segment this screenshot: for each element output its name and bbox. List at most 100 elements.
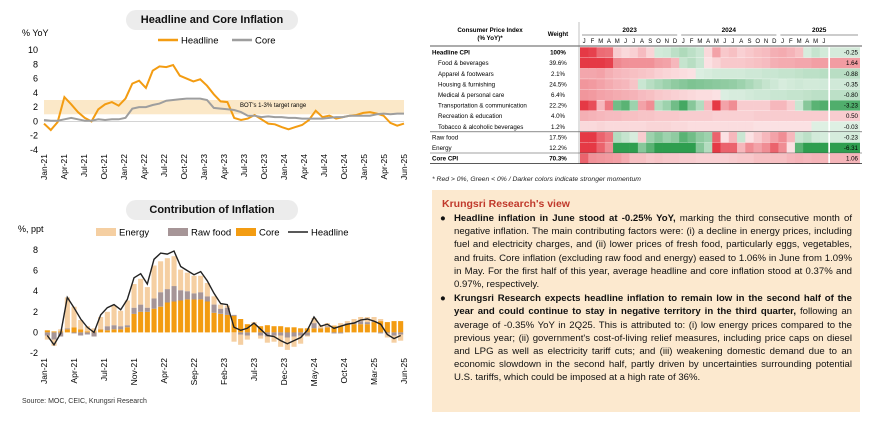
x-tick-label: Feb-23 [219, 358, 229, 385]
latest-cell [830, 47, 860, 58]
heat-cell [580, 121, 589, 132]
latest-cell [830, 68, 860, 79]
heat-cell [737, 89, 746, 100]
bar-core [384, 322, 390, 333]
month-label: M [797, 39, 802, 45]
heat-cell [670, 142, 680, 153]
heat-cell [588, 57, 597, 69]
heat-cell [728, 89, 738, 100]
heat-cell [662, 132, 672, 143]
heat-cell [596, 68, 606, 79]
heat-cell [629, 89, 639, 100]
heat-cell [819, 121, 829, 132]
row-name: Housing & furnishing [438, 81, 496, 88]
bar-core [398, 321, 404, 333]
month-label: A [607, 39, 611, 45]
row-name: Tobacco & alcoholic beverages [438, 124, 523, 131]
heat-cell [811, 68, 821, 79]
bar-raw-food [111, 325, 117, 330]
heat-cell [704, 110, 713, 122]
bar-raw-food [44, 332, 50, 336]
bar-energy [111, 305, 117, 326]
bar-core [291, 327, 297, 333]
view-bullet-2: ● Krungsri Research expects headline inf… [440, 292, 852, 384]
heat-cell [654, 153, 663, 164]
heat-cell [687, 132, 697, 143]
heat-cell [670, 57, 680, 69]
bar-energy [144, 287, 150, 308]
heat-cell [720, 47, 730, 58]
heat-cell [613, 68, 622, 79]
bar-raw-food [144, 307, 150, 312]
heat-cell [704, 121, 713, 132]
latest-value: -6.31 [844, 145, 859, 152]
heat-cell [770, 47, 779, 58]
heat-cell [670, 110, 680, 122]
x-tick-label: Oct-24 [339, 154, 349, 180]
heat-cell [604, 153, 614, 164]
heat-cell [637, 89, 647, 100]
month-label: M [697, 39, 702, 45]
bar-energy [124, 300, 130, 326]
heat-cell [580, 57, 589, 69]
row-name: Core CPI [432, 156, 458, 163]
heat-cell [786, 121, 796, 132]
heat-cell [704, 79, 713, 90]
heat-cell [654, 57, 663, 69]
bar-energy [84, 326, 90, 332]
headline-core-chart: % YoY BOT's 1-3% target range -4 -2 0 2 4 6 8 10 J… [22, 28, 409, 180]
bar-core [378, 321, 384, 333]
heat-cell [704, 57, 713, 69]
heat-cell [819, 110, 829, 122]
table-header-unit: (% YoY)* [477, 35, 503, 42]
heat-cell [629, 121, 639, 132]
month-label: M [615, 39, 620, 45]
heat-cell [770, 121, 779, 132]
heat-cell [695, 110, 705, 122]
heat-cell [679, 47, 688, 58]
heat-cell [753, 47, 763, 58]
heat-cell [654, 100, 663, 111]
heat-cell [621, 79, 630, 90]
heat-cell [679, 121, 688, 132]
heat-cell [613, 121, 622, 132]
heat-cell [621, 142, 630, 153]
heat-cell [819, 89, 829, 100]
y-tick-label: -2 [30, 131, 38, 141]
month-label: J [781, 39, 784, 45]
month-label: F [591, 39, 595, 45]
heat-cell [588, 132, 597, 143]
heat-cell [695, 121, 705, 132]
bar-energy [358, 317, 364, 322]
x-tick-label: Jan-25 [359, 154, 369, 180]
year-label: 2023 [622, 27, 637, 34]
y-axis-label: %, ppt [18, 224, 44, 234]
heat-cell [695, 89, 705, 100]
heat-cell [588, 121, 597, 132]
latest-value: -0.03 [844, 124, 859, 131]
heat-cell [761, 57, 771, 69]
heat-cell [786, 132, 796, 143]
heat-cell [778, 57, 787, 69]
bar-core [251, 324, 257, 333]
heat-cell [621, 100, 630, 111]
heat-cell [637, 121, 647, 132]
heat-cell [580, 79, 589, 90]
heat-cell [761, 121, 771, 132]
heat-cell [662, 57, 672, 69]
heat-cell [704, 89, 713, 100]
heat-cell [712, 47, 721, 58]
heat-cell [803, 153, 812, 164]
bar-raw-food [258, 332, 264, 336]
heat-cell [770, 100, 779, 111]
heat-cell [604, 100, 614, 111]
bar-raw-food [198, 292, 204, 300]
heat-cell [646, 110, 655, 122]
heat-cell [803, 132, 812, 143]
heat-cell [679, 110, 688, 122]
heat-cell [654, 89, 663, 100]
heat-cell [604, 57, 614, 69]
row-name: Recreation & education [438, 113, 503, 120]
heat-cell [745, 47, 754, 58]
heat-cell [621, 121, 630, 132]
